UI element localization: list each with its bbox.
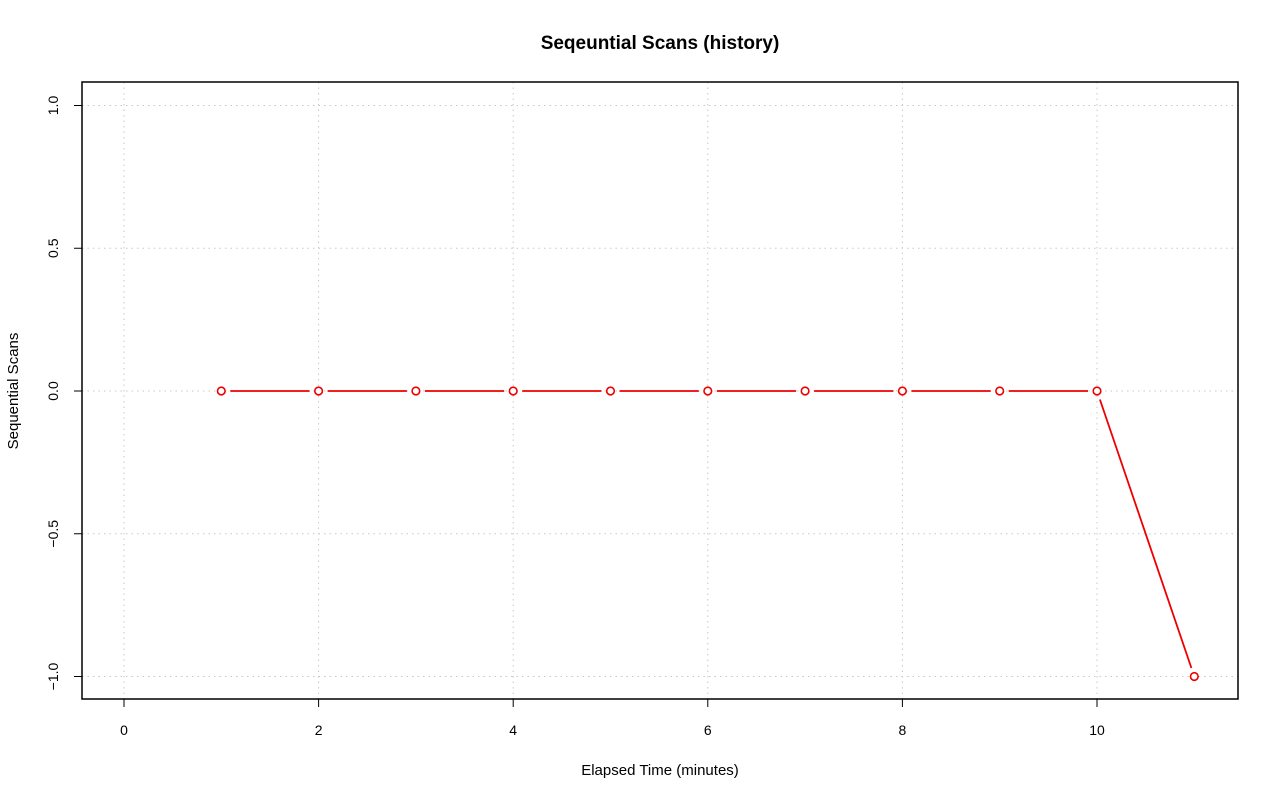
y-tick-label: 0.5 [45,238,61,258]
data-point [800,386,810,396]
x-tick-label: 4 [509,722,517,738]
data-point [995,386,1005,396]
x-tick-label: 10 [1089,722,1105,738]
data-point [1092,386,1102,396]
y-tick-label: 0.0 [45,381,61,401]
data-point [605,386,616,396]
y-tick-label: 1.0 [45,96,61,116]
chart-title: Seqeuntial Scans (history) [541,33,780,54]
y-tick-label: −1.0 [45,662,61,690]
data-point [703,386,713,396]
data-point [314,386,324,396]
y-axis-label: Sequential Scans [5,333,22,450]
x-tick-label: 0 [120,722,128,738]
series-line-segment [1099,399,1193,669]
y-axis: −1.0 −0.5 0.0 0.5 1.0 [45,96,83,690]
data-point [508,386,518,396]
data-point [216,386,226,396]
data-point [1189,671,1199,682]
x-tick-label: 2 [315,722,323,738]
x-tick-label: 6 [704,722,712,738]
data-point [411,386,421,396]
data-point [897,386,908,396]
y-tick-label: −0.5 [45,520,61,548]
x-tick-label: 8 [899,722,907,738]
x-axis-label: Elapsed Time (minutes) [581,762,739,779]
x-axis: 0 2 4 6 8 10 [120,698,1105,738]
series-layer [216,386,1199,682]
